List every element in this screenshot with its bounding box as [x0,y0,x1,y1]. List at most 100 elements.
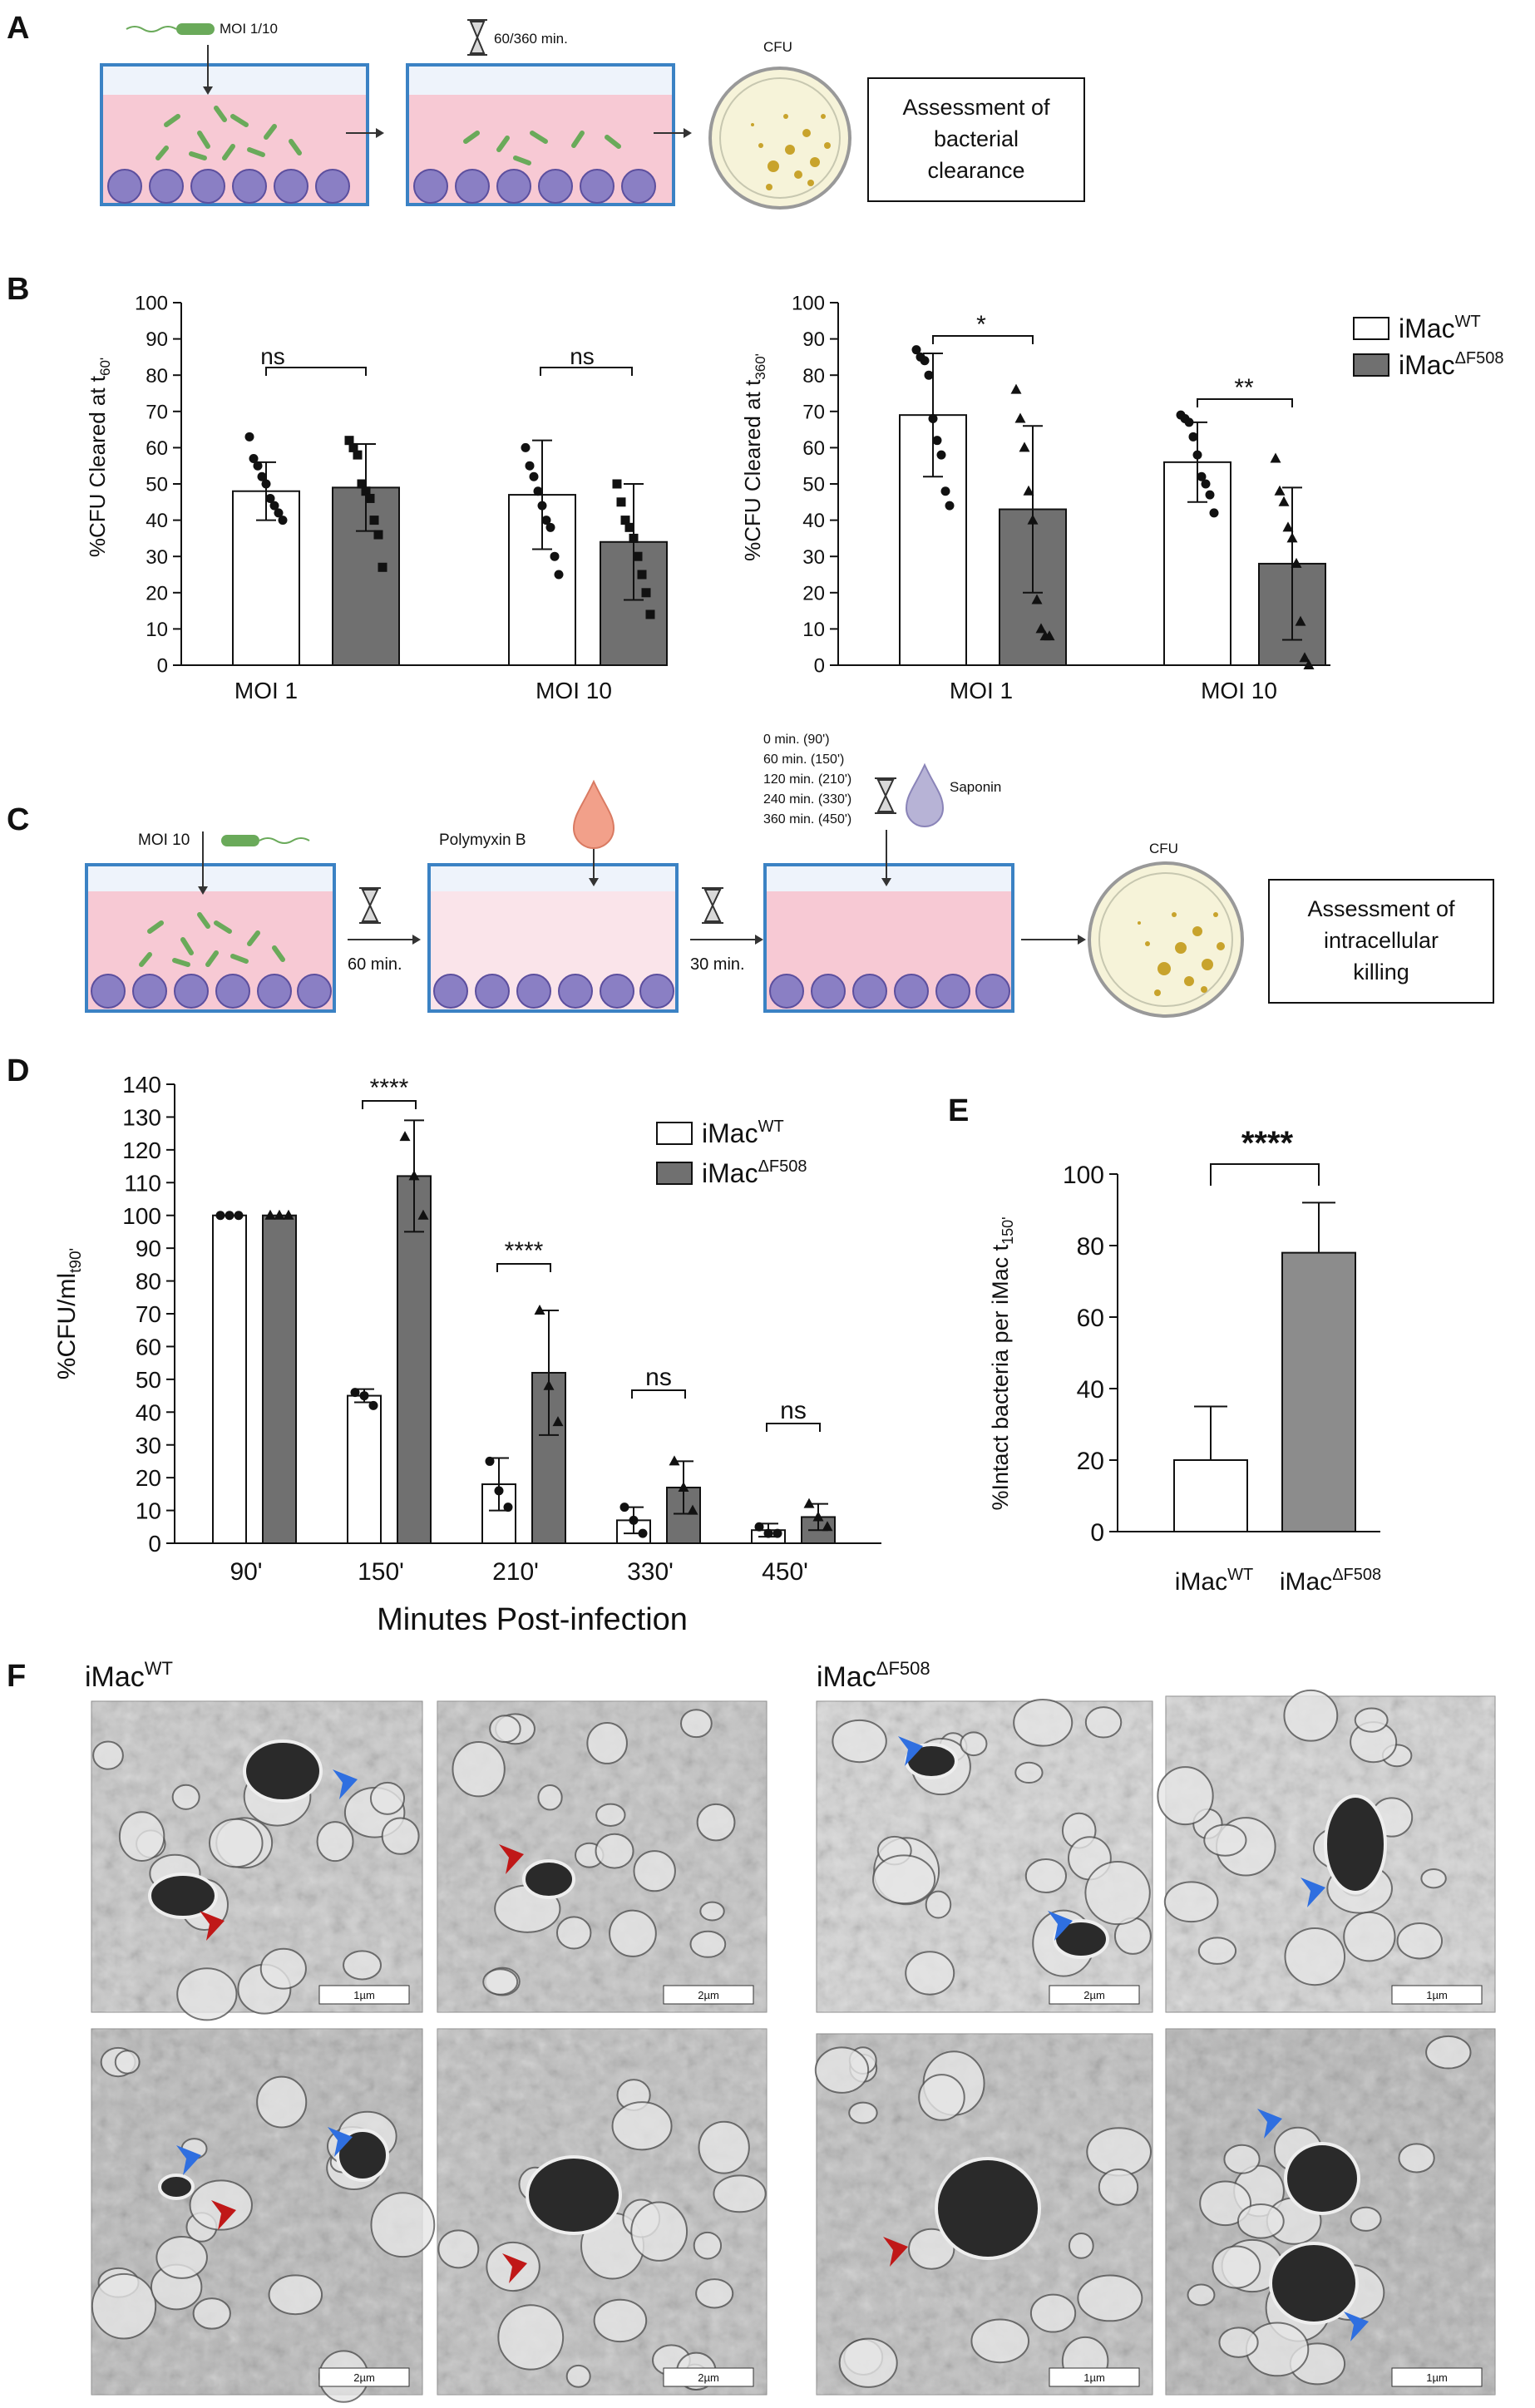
em-scale-label-3: 1µm [1426,1989,1448,2001]
well-c-3: 0 min. (90') 60 min. (150') 120 min. (21… [763,733,1014,1013]
e-bracket [1210,1163,1320,1186]
em-vesicle-4-4 [256,2075,308,2129]
chart-d-sig-4: ns [780,1397,807,1424]
e-bar-1 [1281,1251,1356,1532]
d-bracket-2 [496,1263,551,1272]
em-vesicle-1-10 [699,1901,725,1922]
em-bacterium-2-1 [1053,1919,1109,1959]
em-vesicle-2-2 [1024,1858,1068,1893]
d-ytick-label-13: 130 [122,1105,161,1131]
b-left-point-1-1-4 [629,533,639,543]
assessment-line-2: bacterial [934,126,1019,151]
d-bracket-4 [766,1423,821,1432]
chart-d-ylabel: %CFU/mlt90' [53,1248,85,1379]
cfu-label-a: CFU [763,39,792,55]
b-left-point-0-0-6 [269,501,279,511]
b-left-point-1-0-3 [533,486,543,496]
assessment-line-3: clearance [927,158,1024,183]
em-bacterium-4-0 [336,2129,389,2182]
em-vesicle-7-1 [1425,2035,1472,2070]
f-mut-label: iMacΔF508 [817,1658,930,1693]
em-vesicle-0-5 [316,1821,354,1863]
b-right-point-1-1-7 [1299,652,1310,663]
timepoint-4: 360 min. (450') [763,812,851,827]
chart-b-right-ylabel: %CFU Cleared at t360' [740,353,768,561]
assessment-box-c [1268,879,1494,1004]
b-left-point-0-1-5 [365,493,375,503]
em-scale-label-6: 1µm [1083,2371,1105,2384]
d-point-0-0-1 [225,1211,234,1221]
b-right-point-0-0-0 [911,345,921,355]
saponin-drop-icon [905,762,945,827]
em-vesicle-0-13 [118,1811,165,1862]
b-right-point-0-1-8 [1044,630,1055,641]
b-left-point-0-0-0 [244,432,254,442]
b-right-point-1-1-6 [1295,615,1306,626]
d-point-4-1-1 [812,1511,824,1522]
em-vesicle-2-17 [925,1890,952,1919]
e-ytick-label-0: 0 [1090,1519,1104,1547]
b-left-point-1-1-8 [645,609,655,619]
chart-d-xlabel: Minutes Post-infection [377,1602,688,1630]
hourglass-icon [467,19,487,56]
em-vesicle-5-12 [630,2201,689,2262]
b-left-point-0-0-3 [257,471,267,481]
b-right-point-1-0-2 [1184,417,1194,427]
b-right-ytick-label-0: 0 [814,655,825,678]
em-vesicle-0-4 [343,1950,383,1981]
d-point-4-0-0 [754,1522,764,1532]
b-left-point-1-0-2 [529,471,539,481]
em-vesicle-3-14 [1163,1881,1219,1923]
em-scale-bar-4 [318,2367,410,2387]
b-left-ytick-label-7: 70 [146,401,168,423]
d-ytick-label-5: 50 [136,1367,161,1393]
em-scale-label-7: 1µm [1426,2371,1448,2384]
e-ytick-label-4: 80 [1077,1233,1104,1261]
assessment-c-line-1: Assessment of [1307,896,1455,921]
b-left-ytick-label-9: 90 [146,328,168,351]
bacterium-icon-c [221,835,259,846]
d-ytick-label-9: 90 [136,1236,161,1261]
em-arrow-blue-2-0 [898,1736,923,1766]
em-arrow-blue-0-0 [333,1769,358,1799]
em-scale-bar-5 [663,2367,754,2387]
em-vesicle-1-17 [489,1715,521,1744]
hourglass-icon-c2 [702,887,723,924]
b-right-point-1-1-0 [1270,452,1281,463]
b-left-point-1-0-6 [545,522,555,532]
b-right-point-1-0-8 [1209,508,1219,518]
chart-e-cat-1: iMacΔF508 [1280,1566,1381,1596]
chart-d-plot: 0 10 20 30 40 50 60 70 80 90 100 110 120 130 140 90' 150… [122,1072,881,1586]
panel-a-letter: A [7,11,29,46]
b-right-point-0-1-2 [1019,442,1030,452]
em-vesicle-2-14 [1084,1706,1123,1739]
em-vesicle-6-0 [1077,2274,1143,2322]
chart-b-right-sig-0: * [976,311,986,338]
b-left-point-1-0-8 [554,570,564,580]
em-scale-bar-6 [1049,2367,1140,2387]
chart-d: %CFU/mlt90' 0 10 20 30 40 50 60 70 80 90 100 110 120… [53,1072,881,1630]
em-vesicle-3-10 [1343,1911,1396,1962]
e-ytick-label-5: 100 [1063,1162,1104,1189]
e-ytick-label-1: 20 [1077,1448,1104,1475]
d-ytick-label-0: 0 [148,1531,161,1557]
b-left-bracket-0 [265,367,367,376]
e-ytick-label-3: 60 [1077,1305,1104,1332]
d-point-1-0-1 [359,1391,369,1401]
cfu-label-c: CFU [1149,841,1178,856]
chart-e-sig: **** [1241,1125,1294,1162]
d-point-2-0-1 [494,1486,504,1496]
em-vesicle-7-7 [1398,2143,1435,2174]
em-vesicle-6-3 [1086,2127,1152,2177]
d-ytick-label-12: 120 [122,1137,161,1163]
b-left-point-0-0-8 [278,516,288,526]
b-right-point-0-1-0 [1010,383,1022,394]
d-point-0-1-2 [283,1209,294,1220]
legend-d: iMacWT iMacΔF508 [656,1118,807,1188]
em-bacterium-6-0 [935,2157,1041,2260]
b-right-ytick-label-9: 90 [802,328,825,351]
panel-d-e: D E %CFU/mlt90' 0 10 20 30 40 50 60 70 80 90 100 11… [7,1054,1381,1630]
em-arrow-blue-7-1 [1344,2312,1369,2341]
b-right-ytick-label-4: 40 [802,510,825,532]
